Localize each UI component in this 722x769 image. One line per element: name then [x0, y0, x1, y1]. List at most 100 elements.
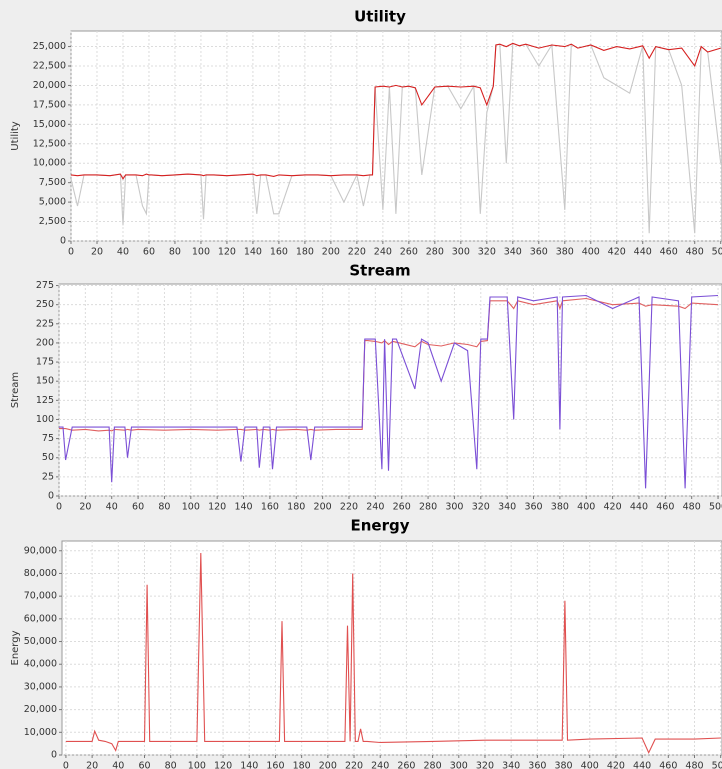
- x-tick-label: 60: [132, 502, 144, 513]
- y-tick-label: 80,000: [24, 568, 57, 579]
- x-tick-label: 360: [530, 247, 548, 258]
- x-tick-label: 460: [659, 761, 677, 769]
- x-tick-label: 400: [581, 761, 599, 769]
- y-tick-label: 100: [36, 414, 54, 425]
- x-tick-label: 400: [577, 502, 595, 513]
- x-tick-label: 500: [712, 761, 722, 769]
- chart-title: Utility: [354, 8, 406, 26]
- y-tick-label: 40,000: [24, 659, 57, 670]
- y-tick-label: 7,500: [39, 177, 66, 188]
- x-tick-label: 460: [660, 247, 678, 258]
- x-tick-label: 380: [551, 502, 569, 513]
- x-tick-label: 20: [79, 502, 91, 513]
- x-tick-label: 320: [472, 502, 490, 513]
- x-tick-label: 100: [192, 247, 210, 258]
- x-tick-label: 140: [234, 502, 252, 513]
- x-tick-label: 320: [478, 247, 496, 258]
- y-tick-label: 0: [48, 491, 54, 502]
- x-tick-label: 220: [345, 761, 363, 769]
- y-tick-label: 25,000: [33, 41, 66, 52]
- x-tick-label: 120: [218, 247, 236, 258]
- x-tick-label: 140: [244, 247, 262, 258]
- x-tick-label: 0: [56, 502, 62, 513]
- y-tick-label: 5,000: [39, 197, 66, 208]
- x-tick-label: 240: [374, 247, 392, 258]
- data-line: [59, 297, 719, 432]
- x-tick-label: 100: [188, 761, 206, 769]
- x-tick-label: 160: [266, 761, 284, 769]
- x-tick-label: 340: [504, 247, 522, 258]
- y-tick-label: 75: [42, 433, 54, 444]
- x-tick-label: 100: [182, 502, 200, 513]
- x-tick-label: 280: [426, 247, 444, 258]
- y-tick-label: 150: [36, 376, 54, 387]
- x-tick-label: 180: [287, 502, 305, 513]
- x-tick-label: 0: [63, 761, 69, 769]
- x-tick-label: 180: [296, 247, 314, 258]
- y-tick-label: 22,500: [33, 61, 66, 72]
- x-tick-label: 40: [112, 761, 124, 769]
- x-tick-label: 280: [424, 761, 442, 769]
- x-tick-label: 260: [393, 502, 411, 513]
- data-line: [59, 294, 719, 489]
- y-tick-label: 175: [36, 357, 54, 368]
- x-tick-label: 500: [709, 502, 722, 513]
- y-tick-label: 0: [51, 750, 57, 761]
- y-tick-label: 70,000: [24, 591, 57, 602]
- y-axis-title: Utility: [10, 121, 21, 150]
- x-tick-label: 220: [348, 247, 366, 258]
- x-tick-label: 240: [371, 761, 389, 769]
- x-tick-label: 200: [314, 502, 332, 513]
- y-tick-label: 20,000: [33, 80, 66, 91]
- x-tick-label: 80: [169, 247, 181, 258]
- y-tick-label: 15,000: [33, 119, 66, 130]
- x-tick-label: 240: [366, 502, 384, 513]
- y-tick-label: 0: [60, 236, 66, 247]
- x-tick-label: 200: [319, 761, 337, 769]
- y-tick-label: 12,500: [33, 138, 66, 149]
- x-tick-label: 340: [498, 502, 516, 513]
- y-tick-label: 17,500: [33, 99, 66, 110]
- x-tick-label: 320: [476, 761, 494, 769]
- x-tick-label: 480: [685, 761, 703, 769]
- x-tick-label: 420: [604, 502, 622, 513]
- x-tick-label: 480: [686, 247, 704, 258]
- x-tick-label: 120: [214, 761, 232, 769]
- x-tick-label: 220: [340, 502, 358, 513]
- x-tick-label: 0: [68, 247, 74, 258]
- y-tick-label: 50: [42, 452, 54, 463]
- plot-area: [61, 540, 722, 756]
- x-tick-label: 460: [656, 502, 674, 513]
- x-tick-label: 300: [450, 761, 468, 769]
- y-tick-label: 90,000: [24, 545, 57, 556]
- x-tick-label: 60: [143, 247, 155, 258]
- y-tick-label: 10,000: [24, 727, 57, 738]
- x-tick-label: 440: [633, 761, 651, 769]
- y-tick-label: 200: [36, 337, 54, 348]
- y-tick-label: 250: [36, 299, 54, 310]
- x-tick-label: 80: [158, 502, 170, 513]
- x-tick-label: 260: [400, 247, 418, 258]
- y-axis-title: Stream: [10, 372, 21, 408]
- x-tick-label: 400: [582, 247, 600, 258]
- x-tick-label: 160: [261, 502, 279, 513]
- x-tick-label: 160: [270, 247, 288, 258]
- chart-title: Energy: [350, 517, 409, 535]
- y-tick-label: 2,500: [39, 216, 66, 227]
- x-tick-label: 80: [165, 761, 177, 769]
- x-tick-label: 360: [524, 502, 542, 513]
- x-tick-label: 380: [556, 247, 574, 258]
- x-tick-label: 200: [322, 247, 340, 258]
- x-tick-label: 360: [528, 761, 546, 769]
- x-tick-label: 500: [712, 247, 722, 258]
- x-tick-label: 140: [240, 761, 258, 769]
- y-tick-label: 10,000: [33, 158, 66, 169]
- x-tick-label: 300: [452, 247, 470, 258]
- x-tick-label: 480: [683, 502, 701, 513]
- x-tick-label: 380: [554, 761, 572, 769]
- y-tick-label: 60,000: [24, 613, 57, 624]
- x-tick-label: 420: [608, 247, 626, 258]
- y-tick-label: 25: [42, 471, 54, 482]
